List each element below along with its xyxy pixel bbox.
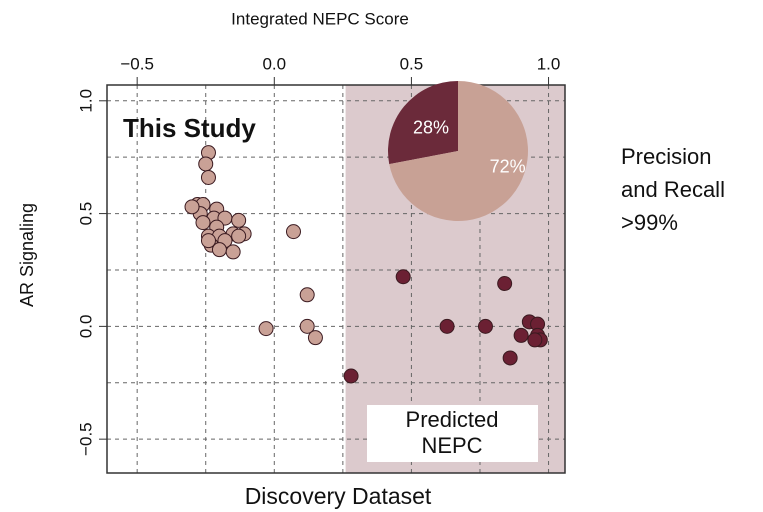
point	[497, 276, 513, 292]
point	[439, 318, 455, 334]
y-tick-label: 1.0	[76, 89, 95, 113]
y-tick-label: −0.5	[76, 422, 95, 456]
point	[225, 244, 241, 260]
x-tick-label: 0.0	[262, 54, 286, 73]
point	[285, 224, 301, 240]
side-note: Precision	[621, 144, 711, 169]
y-tick-label: 0.5	[76, 202, 95, 226]
point	[513, 327, 529, 343]
point	[307, 330, 323, 346]
y-axis-label: AR Signaling	[17, 203, 37, 307]
side-note: and Recall	[621, 177, 725, 202]
point	[231, 212, 247, 228]
box-text: Predicted	[406, 407, 499, 432]
point	[502, 350, 518, 366]
point	[195, 215, 211, 231]
pie-slice	[389, 81, 529, 221]
point	[527, 332, 543, 348]
x-tick-label: −0.5	[120, 54, 154, 73]
point	[258, 321, 274, 337]
pie-label: 72%	[490, 156, 526, 176]
x-axis-label: Discovery Dataset	[245, 483, 432, 509]
point	[395, 269, 411, 285]
plot-frame	[106, 84, 566, 474]
point	[184, 199, 200, 215]
point	[198, 156, 214, 172]
point	[231, 228, 247, 244]
point	[200, 169, 216, 185]
x-tick-label: 1.0	[537, 54, 561, 73]
y-tick-label: 0.0	[76, 315, 95, 339]
point	[477, 318, 493, 334]
chart-title: Integrated NEPC Score	[231, 9, 409, 28]
predicted-box	[367, 405, 538, 462]
x-tick-label: 0.5	[400, 54, 424, 73]
side-note: >99%	[621, 210, 678, 235]
point	[299, 318, 315, 334]
pie-label: 28%	[413, 117, 449, 137]
pie-slice	[388, 81, 458, 165]
point	[343, 368, 359, 384]
box-text: NEPC	[421, 433, 482, 458]
annotation: This Study	[123, 113, 256, 143]
point	[200, 233, 216, 249]
point	[299, 287, 315, 303]
